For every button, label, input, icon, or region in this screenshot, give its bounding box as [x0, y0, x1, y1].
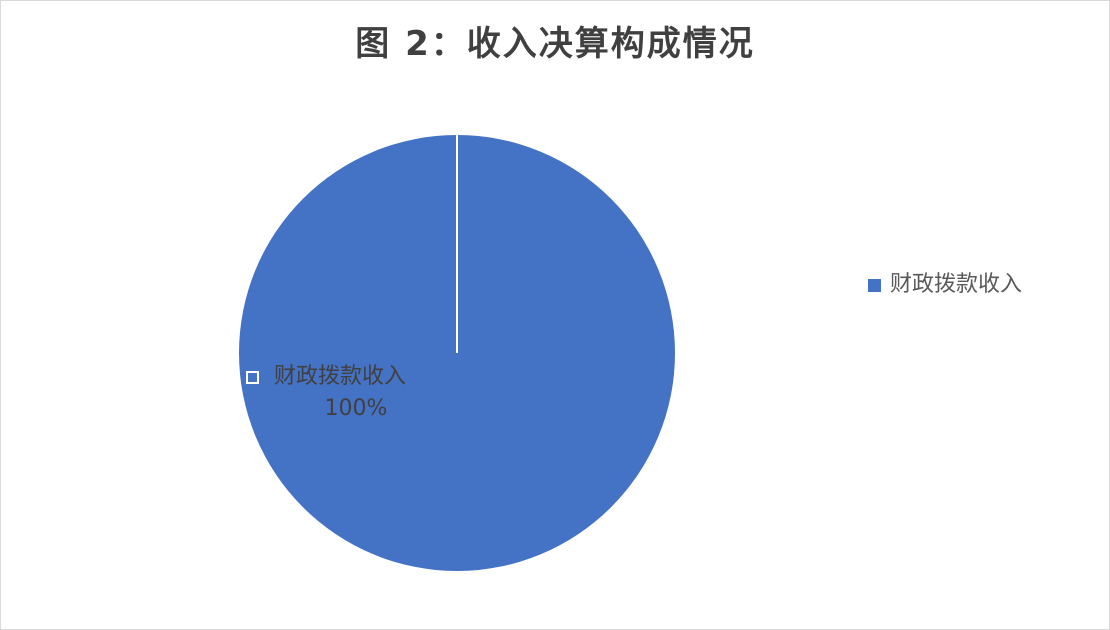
chart-title: 图 2：收入决算构成情况	[355, 24, 755, 64]
data-label-square-icon	[246, 370, 259, 384]
pie-data-label: 财政拨款收入 100%	[246, 361, 456, 425]
pie-slices	[239, 135, 675, 571]
legend-item-label: 财政拨款收入	[890, 272, 1023, 297]
data-label-category: 财政拨款收入	[274, 364, 407, 389]
legend-swatch-icon	[868, 278, 881, 292]
data-label-percent: 100%	[324, 396, 388, 421]
legend: 财政拨款收入	[868, 270, 1022, 300]
